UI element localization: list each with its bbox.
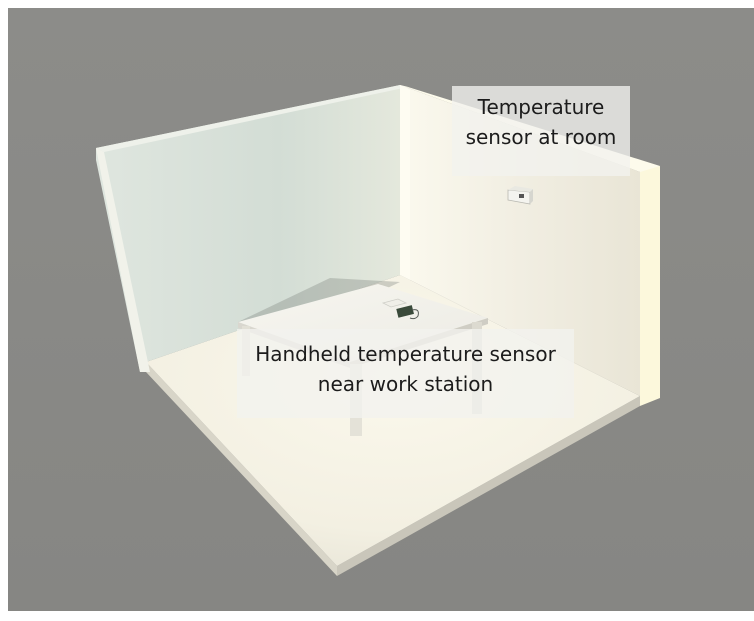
room-sensor-device <box>507 186 533 205</box>
handheld-sensor-label: Handheld temperature sensor near work st… <box>237 329 574 418</box>
handheld-sensor-label-line1: Handheld temperature sensor <box>255 342 556 366</box>
room-sensor-label-line1: Temperature <box>477 95 605 119</box>
corner-highlight <box>400 85 410 280</box>
handheld-sensor-device <box>381 298 419 320</box>
left-wall-rim <box>96 85 408 152</box>
floor-edge-right <box>337 396 640 576</box>
room-sensor-label: Temperature sensor at room <box>452 86 630 176</box>
handheld-sensor-label-line2: near work station <box>317 372 494 396</box>
left-wall-edge <box>96 148 150 372</box>
room-sensor-label-line2: sensor at room <box>465 125 617 149</box>
floor-edge-left <box>146 362 337 576</box>
back-wall-edge <box>640 166 660 406</box>
